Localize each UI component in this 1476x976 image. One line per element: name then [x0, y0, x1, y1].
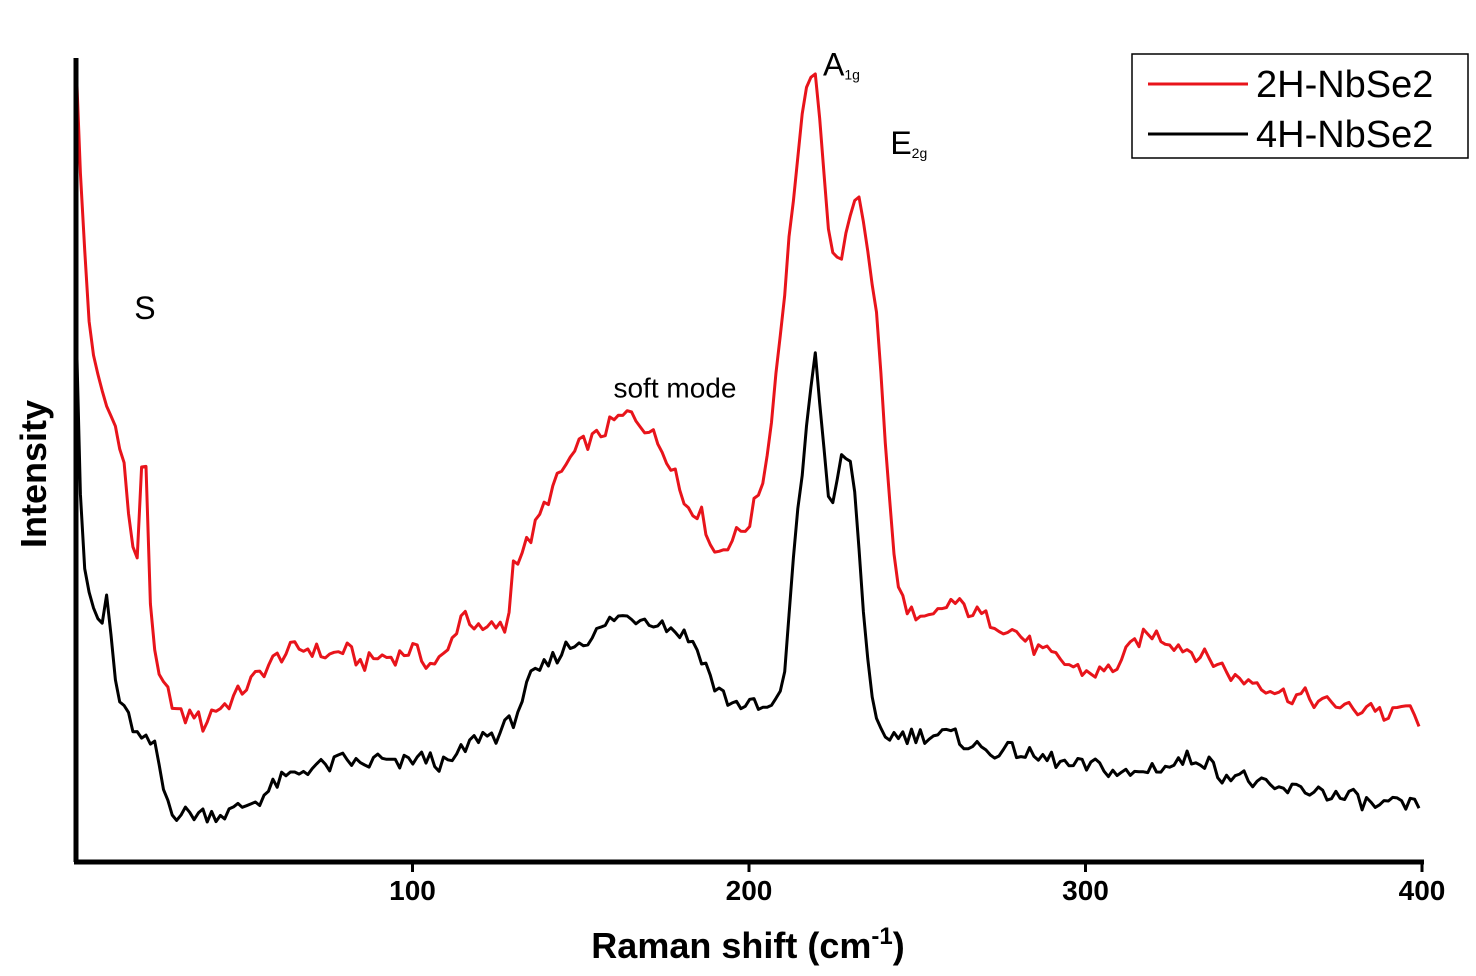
- y-axis-title: Intensity: [13, 400, 54, 548]
- x-tick-label: 100: [389, 875, 436, 906]
- plot-lines: [74, 59, 1421, 824]
- x-axis-title-sup: -1: [871, 923, 892, 950]
- annotation-e-2g: E2g: [890, 125, 927, 161]
- series-line-2h: [74, 59, 1421, 733]
- x-tick-labels: 100 200 300 400: [389, 875, 1445, 906]
- annotation-soft-mode: soft mode: [613, 373, 736, 404]
- x-tick-label: 400: [1399, 875, 1446, 906]
- axes: 100 200 300 400: [73, 58, 1445, 906]
- x-ticks: [411, 862, 1424, 872]
- annotation-s: S: [134, 290, 155, 326]
- x-tick-label: 300: [1062, 875, 1109, 906]
- legend-label-2h: 2H-NbSe2: [1256, 64, 1433, 106]
- x-axis-title-main: Raman shift (cm: [591, 925, 871, 966]
- x-axis-title: Raman shift (cm-1): [591, 923, 904, 966]
- legend-box: [1131, 53, 1469, 159]
- legend-label-4h: 4H-NbSe2: [1256, 114, 1433, 156]
- annotation-a-1g: A1g: [823, 47, 860, 83]
- series-line-4h: [74, 318, 1421, 824]
- x-axis-title-end: ): [893, 925, 905, 966]
- x-tick-label: 200: [726, 875, 773, 906]
- legend: 2H-NbSe2 4H-NbSe2: [1131, 53, 1469, 159]
